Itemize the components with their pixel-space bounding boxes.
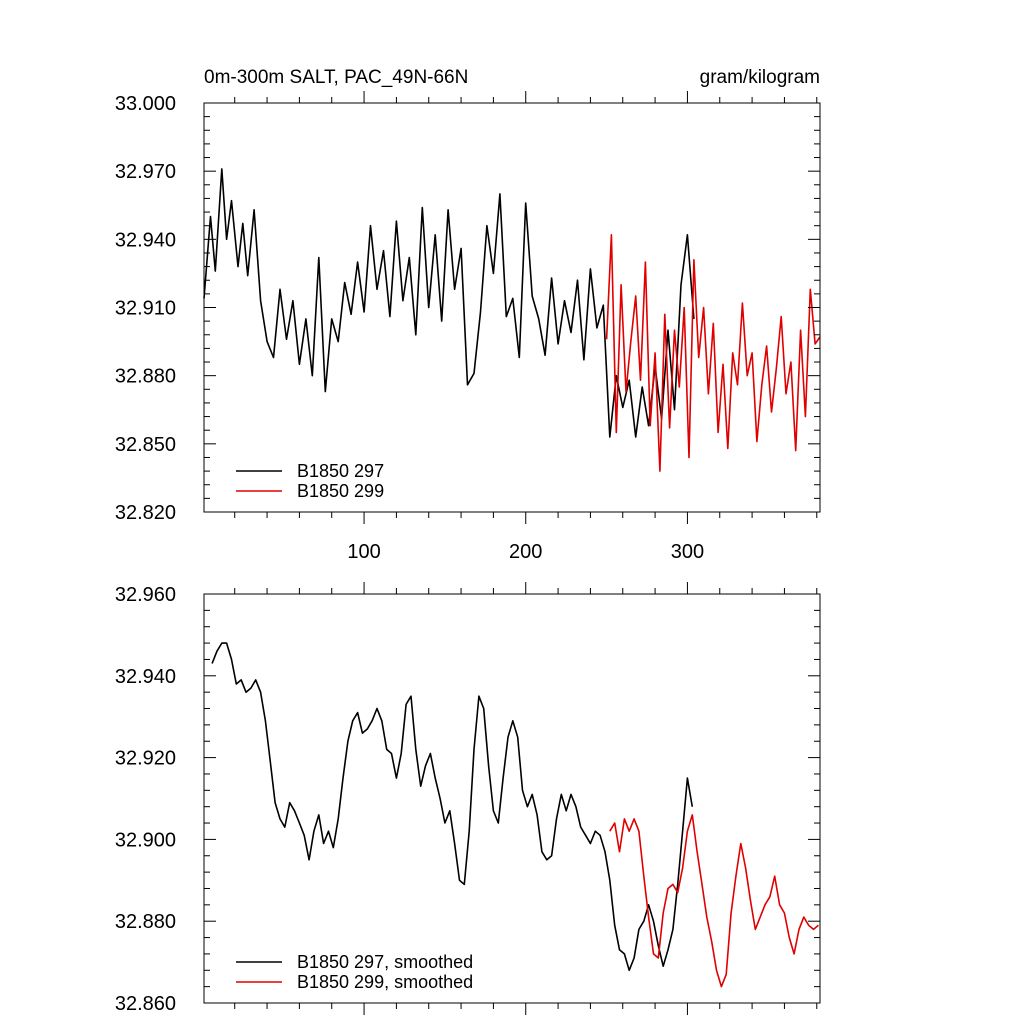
bottom-series-line-299 [609, 814, 819, 988]
bottom-legend: B1850 297, smoothed B1850 299, smoothed [236, 952, 473, 992]
top-ytick-label: 32.910 [115, 298, 176, 320]
bottom-axes-layer: 32.860 32.880 32.900 32.920 32.940 32.960 [115, 582, 820, 1015]
top-plot-frame [203, 102, 821, 513]
top-xtick-label: 300 [671, 541, 704, 563]
top-series-layer [203, 168, 821, 472]
bottom-series-line-297 [211, 642, 694, 972]
units-label: gram/kilogram [700, 67, 820, 88]
top-ytick-label: 32.850 [115, 434, 176, 456]
top-ytick-label: 32.970 [115, 161, 176, 183]
top-xtick-label: 100 [347, 541, 380, 563]
top-series-line-299 [605, 234, 821, 472]
panel-bottom: 32.860 32.880 32.900 32.920 32.940 32.960 B18… [115, 582, 821, 1015]
legend-label-299-smoothed: B1850 299, smoothed [297, 972, 473, 992]
top-ytick-label: 32.820 [115, 502, 176, 524]
top-series-line-297 [203, 168, 695, 438]
top-axes-layer: 32.820 32.850 32.880 32.910 32.940 32.970 33.0… [115, 91, 820, 563]
bottom-series-layer [211, 642, 819, 988]
bottom-ytick-label: 32.880 [115, 911, 176, 933]
top-legend: B1850 297 B1850 299 [236, 461, 384, 501]
bottom-plot-frame [203, 593, 821, 1004]
top-xtick-label: 200 [509, 541, 542, 563]
bottom-ytick-label: 32.960 [115, 584, 176, 606]
bottom-ytick-label: 32.900 [115, 829, 176, 851]
legend-label-297: B1850 297 [297, 461, 384, 481]
legend-label-297-smoothed: B1850 297, smoothed [297, 952, 473, 972]
bottom-ytick-label: 32.940 [115, 666, 176, 688]
panel-top: 0m-300m SALT, PAC_49N-66N gram/kilogram … [115, 67, 821, 563]
legend-label-299: B1850 299 [297, 481, 384, 501]
top-ytick-label: 32.880 [115, 366, 176, 388]
top-ytick-label: 32.940 [115, 229, 176, 251]
top-ytick-label: 33.000 [115, 93, 176, 115]
bottom-ytick-label: 32.860 [115, 993, 176, 1015]
chart-title: 0m-300m SALT, PAC_49N-66N [204, 67, 468, 88]
bottom-ytick-label: 32.920 [115, 748, 176, 770]
